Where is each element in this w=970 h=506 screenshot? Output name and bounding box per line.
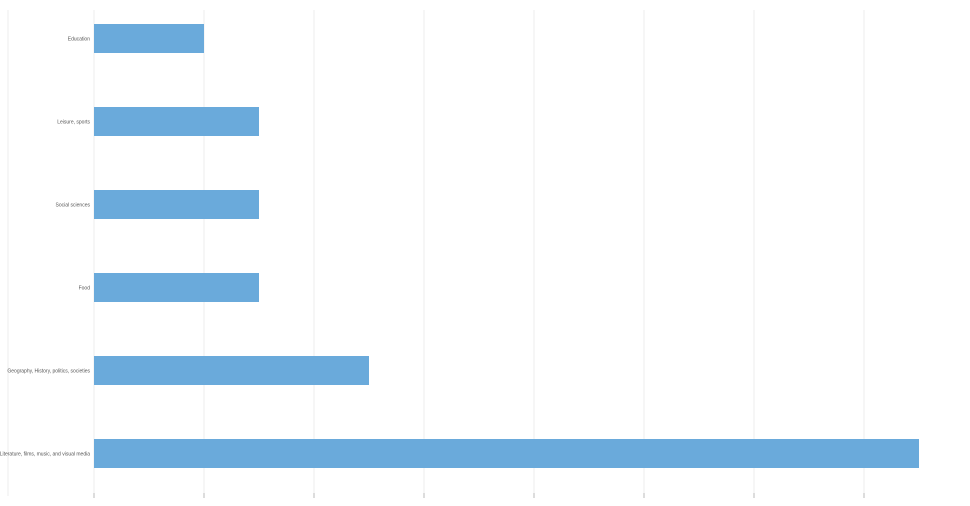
- bar-3: [94, 273, 259, 302]
- x-axis-ticks: [93, 493, 865, 498]
- category-label-2: Social sciences: [56, 203, 91, 209]
- bar-1: [94, 107, 259, 136]
- bar-5: [94, 439, 919, 468]
- gridlines: [7, 10, 865, 496]
- bar-2: [94, 190, 259, 219]
- bar-0: [94, 24, 204, 53]
- bars: [94, 24, 919, 468]
- category-label-0: Education: [68, 37, 90, 43]
- category-label-4: Geography, History, politics, societies: [7, 369, 90, 375]
- bar-4: [94, 356, 369, 385]
- category-label-1: Leisure, sports: [57, 120, 90, 126]
- category-labels: Education Leisure, sports Social sciences F…: [0, 37, 90, 458]
- category-label-5: Literature, films, music, and visual med…: [0, 452, 90, 458]
- category-label-3: Food: [79, 286, 91, 292]
